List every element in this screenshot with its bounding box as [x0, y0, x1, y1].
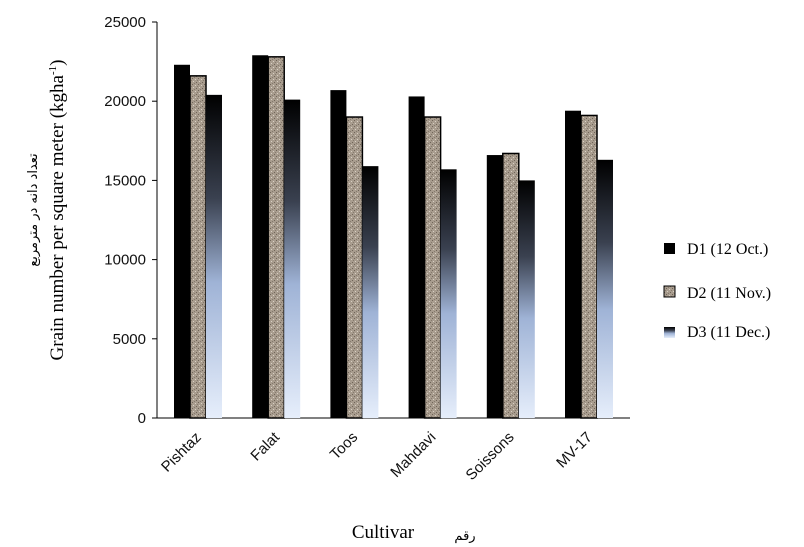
- y-tick-labels: 0 5000 10000 15000 20000 25000: [104, 14, 157, 427]
- x-axis-title: Cultivar: [352, 522, 415, 543]
- category-label: Toos: [327, 429, 361, 463]
- category-label: Falat: [247, 428, 283, 464]
- category-label: MV-17: [553, 429, 596, 472]
- bar-d1-soissons: [486, 155, 503, 418]
- y-tick-label: 15000: [104, 172, 146, 189]
- legend-swatch-d2: [663, 285, 676, 298]
- legend-label-d3: D3 (11 Dec.): [687, 324, 770, 341]
- bar-d3-mv-17: [597, 159, 613, 419]
- legend-swatch-d1: [664, 243, 675, 254]
- bar-d3-mahdavi: [440, 169, 457, 418]
- legend-label-d2: D2 (11 Nov.): [687, 285, 771, 302]
- legend-swatch-d3: [664, 327, 675, 338]
- bar-d3-pishtaz: [206, 94, 222, 418]
- bar-d2-pishtaz: [189, 75, 207, 419]
- x-axis-title-persian: رقم: [454, 529, 475, 544]
- y-tick-label: 0: [138, 410, 146, 427]
- bar-d3-toos: [362, 166, 379, 418]
- bar-d2-mv-17: [580, 114, 598, 419]
- y-tick-label: 25000: [104, 14, 146, 31]
- category-label: Pishtaz: [158, 429, 205, 476]
- y-axis-title: Grain number per square meter (kgha-1): [47, 60, 68, 361]
- y-axis-title-persian: تعداد دانه در مترمربع: [26, 153, 41, 267]
- bar-d1-pishtaz: [174, 64, 190, 418]
- category-label: Mahdavi: [387, 429, 439, 481]
- bar-d2-mahdavi: [423, 116, 442, 419]
- bars: [174, 55, 613, 419]
- bar-d1-toos: [330, 90, 347, 418]
- y-tick-label: 5000: [113, 331, 146, 348]
- legend-label-d1: D1 (12 Oct.): [687, 241, 768, 258]
- bar-d2-falat: [267, 56, 285, 419]
- category-labels: Pishtaz Falat Toos Mahdavi Soissons MV-17: [158, 428, 596, 484]
- bar-d3-falat: [284, 99, 301, 418]
- legend: D1 (12 Oct.) D2 (11 Nov.) D3 (11 Dec.): [663, 241, 771, 341]
- bar-d1-mv-17: [565, 110, 581, 418]
- y-tick-label: 10000: [104, 252, 146, 269]
- bar-d1-falat: [252, 55, 269, 418]
- bar-d1-mahdavi: [408, 96, 425, 418]
- y-tick-label: 20000: [104, 93, 146, 110]
- bar-d2-soissons: [502, 152, 520, 419]
- category-label: Soissons: [463, 429, 518, 484]
- bar-d2-toos: [345, 116, 364, 419]
- bar-d3-soissons: [518, 180, 535, 418]
